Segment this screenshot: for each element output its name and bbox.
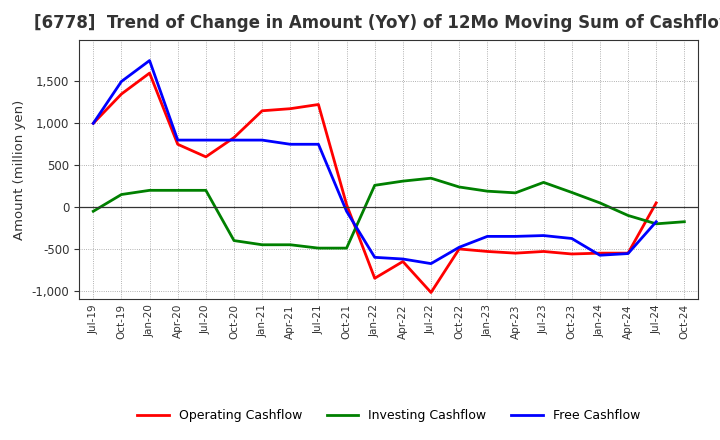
Legend: Operating Cashflow, Investing Cashflow, Free Cashflow: Operating Cashflow, Investing Cashflow, … — [132, 404, 645, 427]
Operating Cashflow — [595, 250, 604, 256]
Free Cashflow — [567, 236, 576, 241]
Investing Cashflow — [117, 192, 126, 197]
Free Cashflow — [117, 79, 126, 84]
Investing Cashflow — [539, 180, 548, 185]
Free Cashflow — [399, 257, 408, 262]
Free Cashflow — [427, 261, 436, 266]
Operating Cashflow — [370, 275, 379, 281]
Operating Cashflow — [202, 154, 210, 159]
Investing Cashflow — [258, 242, 266, 247]
Line: Investing Cashflow: Investing Cashflow — [94, 178, 684, 248]
Operating Cashflow — [145, 70, 154, 76]
Investing Cashflow — [314, 246, 323, 251]
Line: Free Cashflow: Free Cashflow — [94, 61, 656, 264]
Investing Cashflow — [286, 242, 294, 247]
Line: Operating Cashflow: Operating Cashflow — [94, 73, 656, 293]
Operating Cashflow — [399, 259, 408, 264]
Investing Cashflow — [595, 200, 604, 205]
Operating Cashflow — [258, 108, 266, 114]
Investing Cashflow — [399, 179, 408, 184]
Investing Cashflow — [427, 176, 436, 181]
Operating Cashflow — [230, 135, 238, 140]
Operating Cashflow — [567, 251, 576, 257]
Operating Cashflow — [174, 142, 182, 147]
Operating Cashflow — [624, 250, 632, 256]
Investing Cashflow — [370, 183, 379, 188]
Title: [6778]  Trend of Change in Amount (YoY) of 12Mo Moving Sum of Cashflows: [6778] Trend of Change in Amount (YoY) o… — [34, 15, 720, 33]
Free Cashflow — [483, 234, 492, 239]
Operating Cashflow — [314, 102, 323, 107]
Investing Cashflow — [567, 190, 576, 195]
Free Cashflow — [230, 137, 238, 143]
Free Cashflow — [89, 121, 98, 126]
Investing Cashflow — [145, 188, 154, 193]
Free Cashflow — [174, 137, 182, 143]
Free Cashflow — [314, 142, 323, 147]
Investing Cashflow — [511, 190, 520, 195]
Operating Cashflow — [89, 121, 98, 126]
Operating Cashflow — [427, 290, 436, 295]
Free Cashflow — [202, 137, 210, 143]
Operating Cashflow — [539, 249, 548, 254]
Investing Cashflow — [624, 213, 632, 218]
Free Cashflow — [595, 253, 604, 258]
Free Cashflow — [455, 245, 464, 250]
Investing Cashflow — [342, 246, 351, 251]
Free Cashflow — [258, 137, 266, 143]
Investing Cashflow — [202, 188, 210, 193]
Y-axis label: Amount (million yen): Amount (million yen) — [13, 99, 26, 239]
Operating Cashflow — [511, 250, 520, 256]
Free Cashflow — [624, 251, 632, 256]
Operating Cashflow — [117, 92, 126, 97]
Operating Cashflow — [286, 106, 294, 111]
Free Cashflow — [511, 234, 520, 239]
Operating Cashflow — [483, 249, 492, 254]
Investing Cashflow — [652, 221, 660, 227]
Investing Cashflow — [230, 238, 238, 243]
Free Cashflow — [652, 219, 660, 224]
Free Cashflow — [539, 233, 548, 238]
Free Cashflow — [370, 255, 379, 260]
Free Cashflow — [145, 58, 154, 63]
Investing Cashflow — [483, 188, 492, 194]
Operating Cashflow — [455, 246, 464, 252]
Investing Cashflow — [680, 219, 688, 224]
Investing Cashflow — [89, 209, 98, 214]
Free Cashflow — [342, 209, 351, 214]
Free Cashflow — [286, 142, 294, 147]
Operating Cashflow — [342, 202, 351, 207]
Investing Cashflow — [455, 184, 464, 190]
Operating Cashflow — [652, 200, 660, 205]
Investing Cashflow — [174, 188, 182, 193]
